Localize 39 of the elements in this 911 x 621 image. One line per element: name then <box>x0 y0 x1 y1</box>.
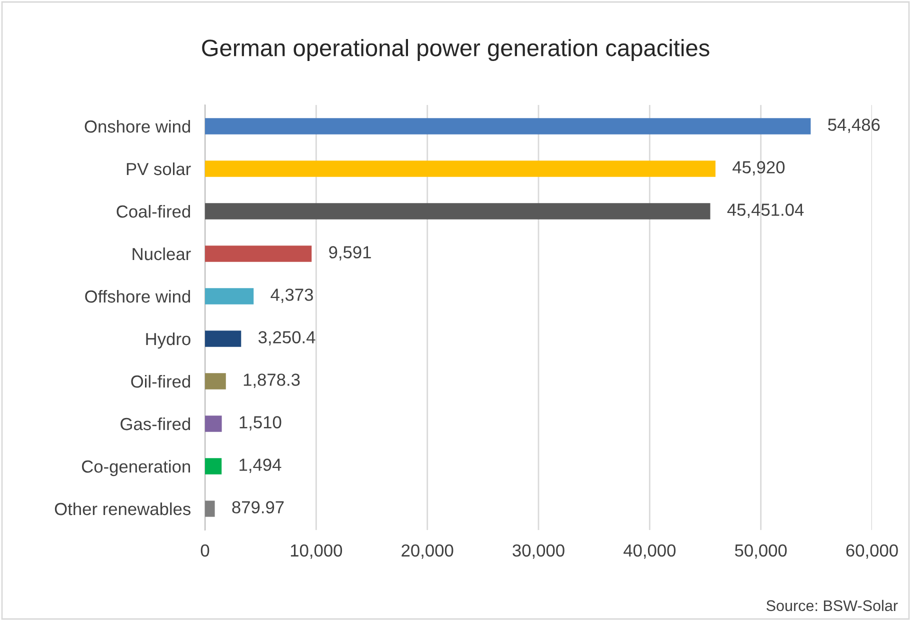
data-label: 1,494 <box>240 458 282 473</box>
x-tick-label: 30,000 <box>512 544 564 559</box>
data-label: 45,920 <box>732 161 785 176</box>
chart-title: German operational power generation capacities <box>202 38 710 62</box>
y-tick-label: Gas-fired <box>120 417 190 430</box>
data-label: 54,486 <box>828 118 880 133</box>
bar <box>205 118 811 134</box>
bar <box>205 288 254 304</box>
bar <box>205 500 215 517</box>
x-tick-label: 10,000 <box>290 544 342 559</box>
bar <box>205 330 242 347</box>
data-label: 1,510 <box>240 416 282 430</box>
bar <box>205 373 226 390</box>
bar <box>205 416 222 432</box>
data-label: 45,451.04 <box>727 204 804 218</box>
y-tick-label: Nuclear <box>132 247 191 260</box>
x-tick-label: 50,000 <box>734 544 787 559</box>
bar <box>205 458 222 474</box>
y-tick-label: PV solar <box>126 162 191 176</box>
y-tick-label: Co-generation <box>82 460 190 476</box>
bar <box>205 203 710 220</box>
y-tick-label: Other renewables <box>54 502 190 516</box>
data-label: 1,878.3 <box>244 374 300 388</box>
data-label: 9,591 <box>329 246 371 260</box>
x-tick-label: 20,000 <box>402 544 454 559</box>
source-note: Source: BSW-Solar <box>766 600 898 612</box>
y-tick-label: Hydro <box>146 332 190 349</box>
y-tick-label: Onshore wind <box>84 120 190 133</box>
x-tick-label: 0 <box>200 544 210 557</box>
data-label: 879.97 <box>232 501 284 514</box>
y-tick-label: Oil-fired <box>131 374 190 388</box>
y-tick-label: Coal-fired <box>116 204 190 218</box>
y-tick-label: Offshore wind <box>85 290 190 303</box>
x-tick-label: 60,000 <box>846 544 898 559</box>
bar <box>205 160 716 177</box>
bar <box>205 246 312 262</box>
x-tick-label: 40,000 <box>624 544 676 559</box>
data-label: 4,373 <box>270 288 313 303</box>
data-label: 3,250.4 <box>258 331 316 346</box>
